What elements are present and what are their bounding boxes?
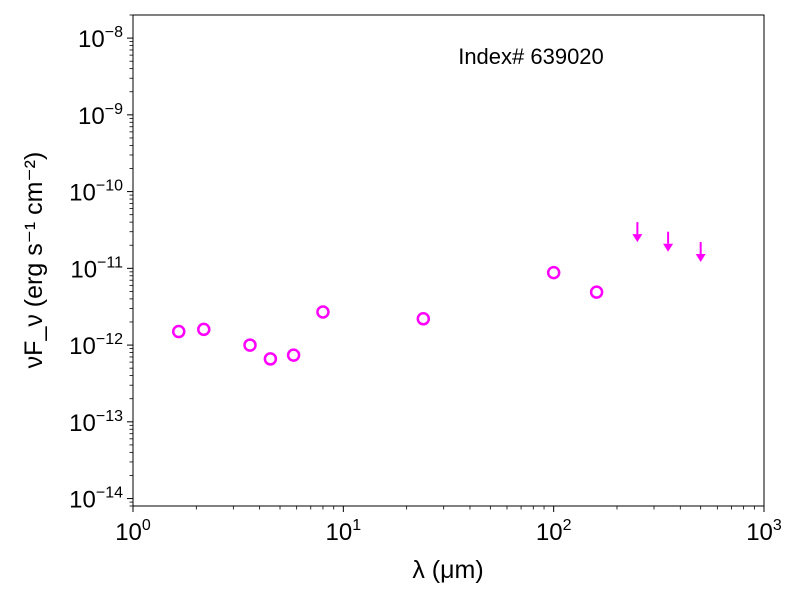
y-tick-label: 10−11 (70, 254, 123, 283)
data-point (416, 312, 431, 326)
x-tick-label: 100 (115, 517, 151, 546)
data-point (263, 352, 278, 366)
x-tick-label-exponent: 1 (352, 517, 361, 534)
y-tick-label-exponent: −11 (97, 254, 123, 271)
x-axis-label-text: λ (μm) (412, 556, 483, 584)
x-tick-label-base: 10 (115, 519, 142, 546)
x-tick-label: 102 (536, 517, 572, 546)
upper-limit-arrow (663, 231, 674, 252)
y-tick-label-base: 10 (78, 26, 105, 53)
data-point (546, 265, 561, 280)
y-axis-label: νF_ν (erg s⁻¹ cm⁻²) (20, 152, 48, 369)
y-tick-label: 10−10 (69, 178, 123, 207)
y-tick-label-base: 10 (78, 103, 105, 130)
y-tick-label-exponent: −12 (96, 331, 123, 348)
y-tick-label-base: 10 (69, 180, 96, 207)
x-tick-label-exponent: 2 (563, 517, 572, 534)
data-point (171, 324, 186, 339)
plot-frame (132, 14, 765, 507)
y-tick-label-exponent: −8 (105, 24, 123, 41)
y-tick-label-base: 10 (70, 256, 97, 283)
upper-limit-arrow (632, 222, 643, 243)
y-tick-label-exponent: −14 (96, 485, 123, 502)
x-tick-label-base: 10 (326, 519, 353, 546)
x-tick-label-base: 10 (536, 519, 563, 546)
data-point (197, 322, 211, 337)
y-tick-label-base: 10 (69, 410, 96, 437)
x-tick-label-exponent: 0 (142, 517, 151, 534)
y-tick-label-exponent: −13 (96, 408, 123, 425)
chart-annotation: Index# 639020 (458, 44, 604, 69)
y-tick-label-base: 10 (69, 487, 96, 514)
y-tick-label: 10−14 (69, 485, 123, 514)
x-axis-label: λ (μm) (412, 556, 483, 584)
data-point (286, 348, 301, 362)
data-point (243, 338, 257, 352)
plot-layer (171, 222, 706, 366)
y-axis-label-text: νF_ν (erg s⁻¹ cm⁻²) (20, 152, 48, 369)
x-tick-label-exponent: 3 (773, 517, 782, 534)
y-tick-label-exponent: −9 (105, 101, 123, 118)
x-tick-label: 103 (746, 517, 782, 546)
data-point (589, 285, 604, 299)
upper-limit-arrow (695, 242, 706, 263)
y-tick-label-base: 10 (69, 333, 96, 360)
x-tick-label-base: 10 (746, 519, 773, 546)
x-tick-label: 101 (326, 517, 362, 546)
y-tick-label: 10−12 (69, 331, 123, 360)
data-point (316, 305, 330, 319)
y-tick-label: 10−9 (78, 101, 123, 130)
axis-layer: 100 101 102 10310−1410−1310−1210−1110−1010−… (69, 14, 782, 546)
y-tick-label: 10−13 (69, 408, 123, 437)
y-tick-label-exponent: −10 (96, 178, 123, 195)
y-tick-label: 10−8 (78, 24, 123, 53)
